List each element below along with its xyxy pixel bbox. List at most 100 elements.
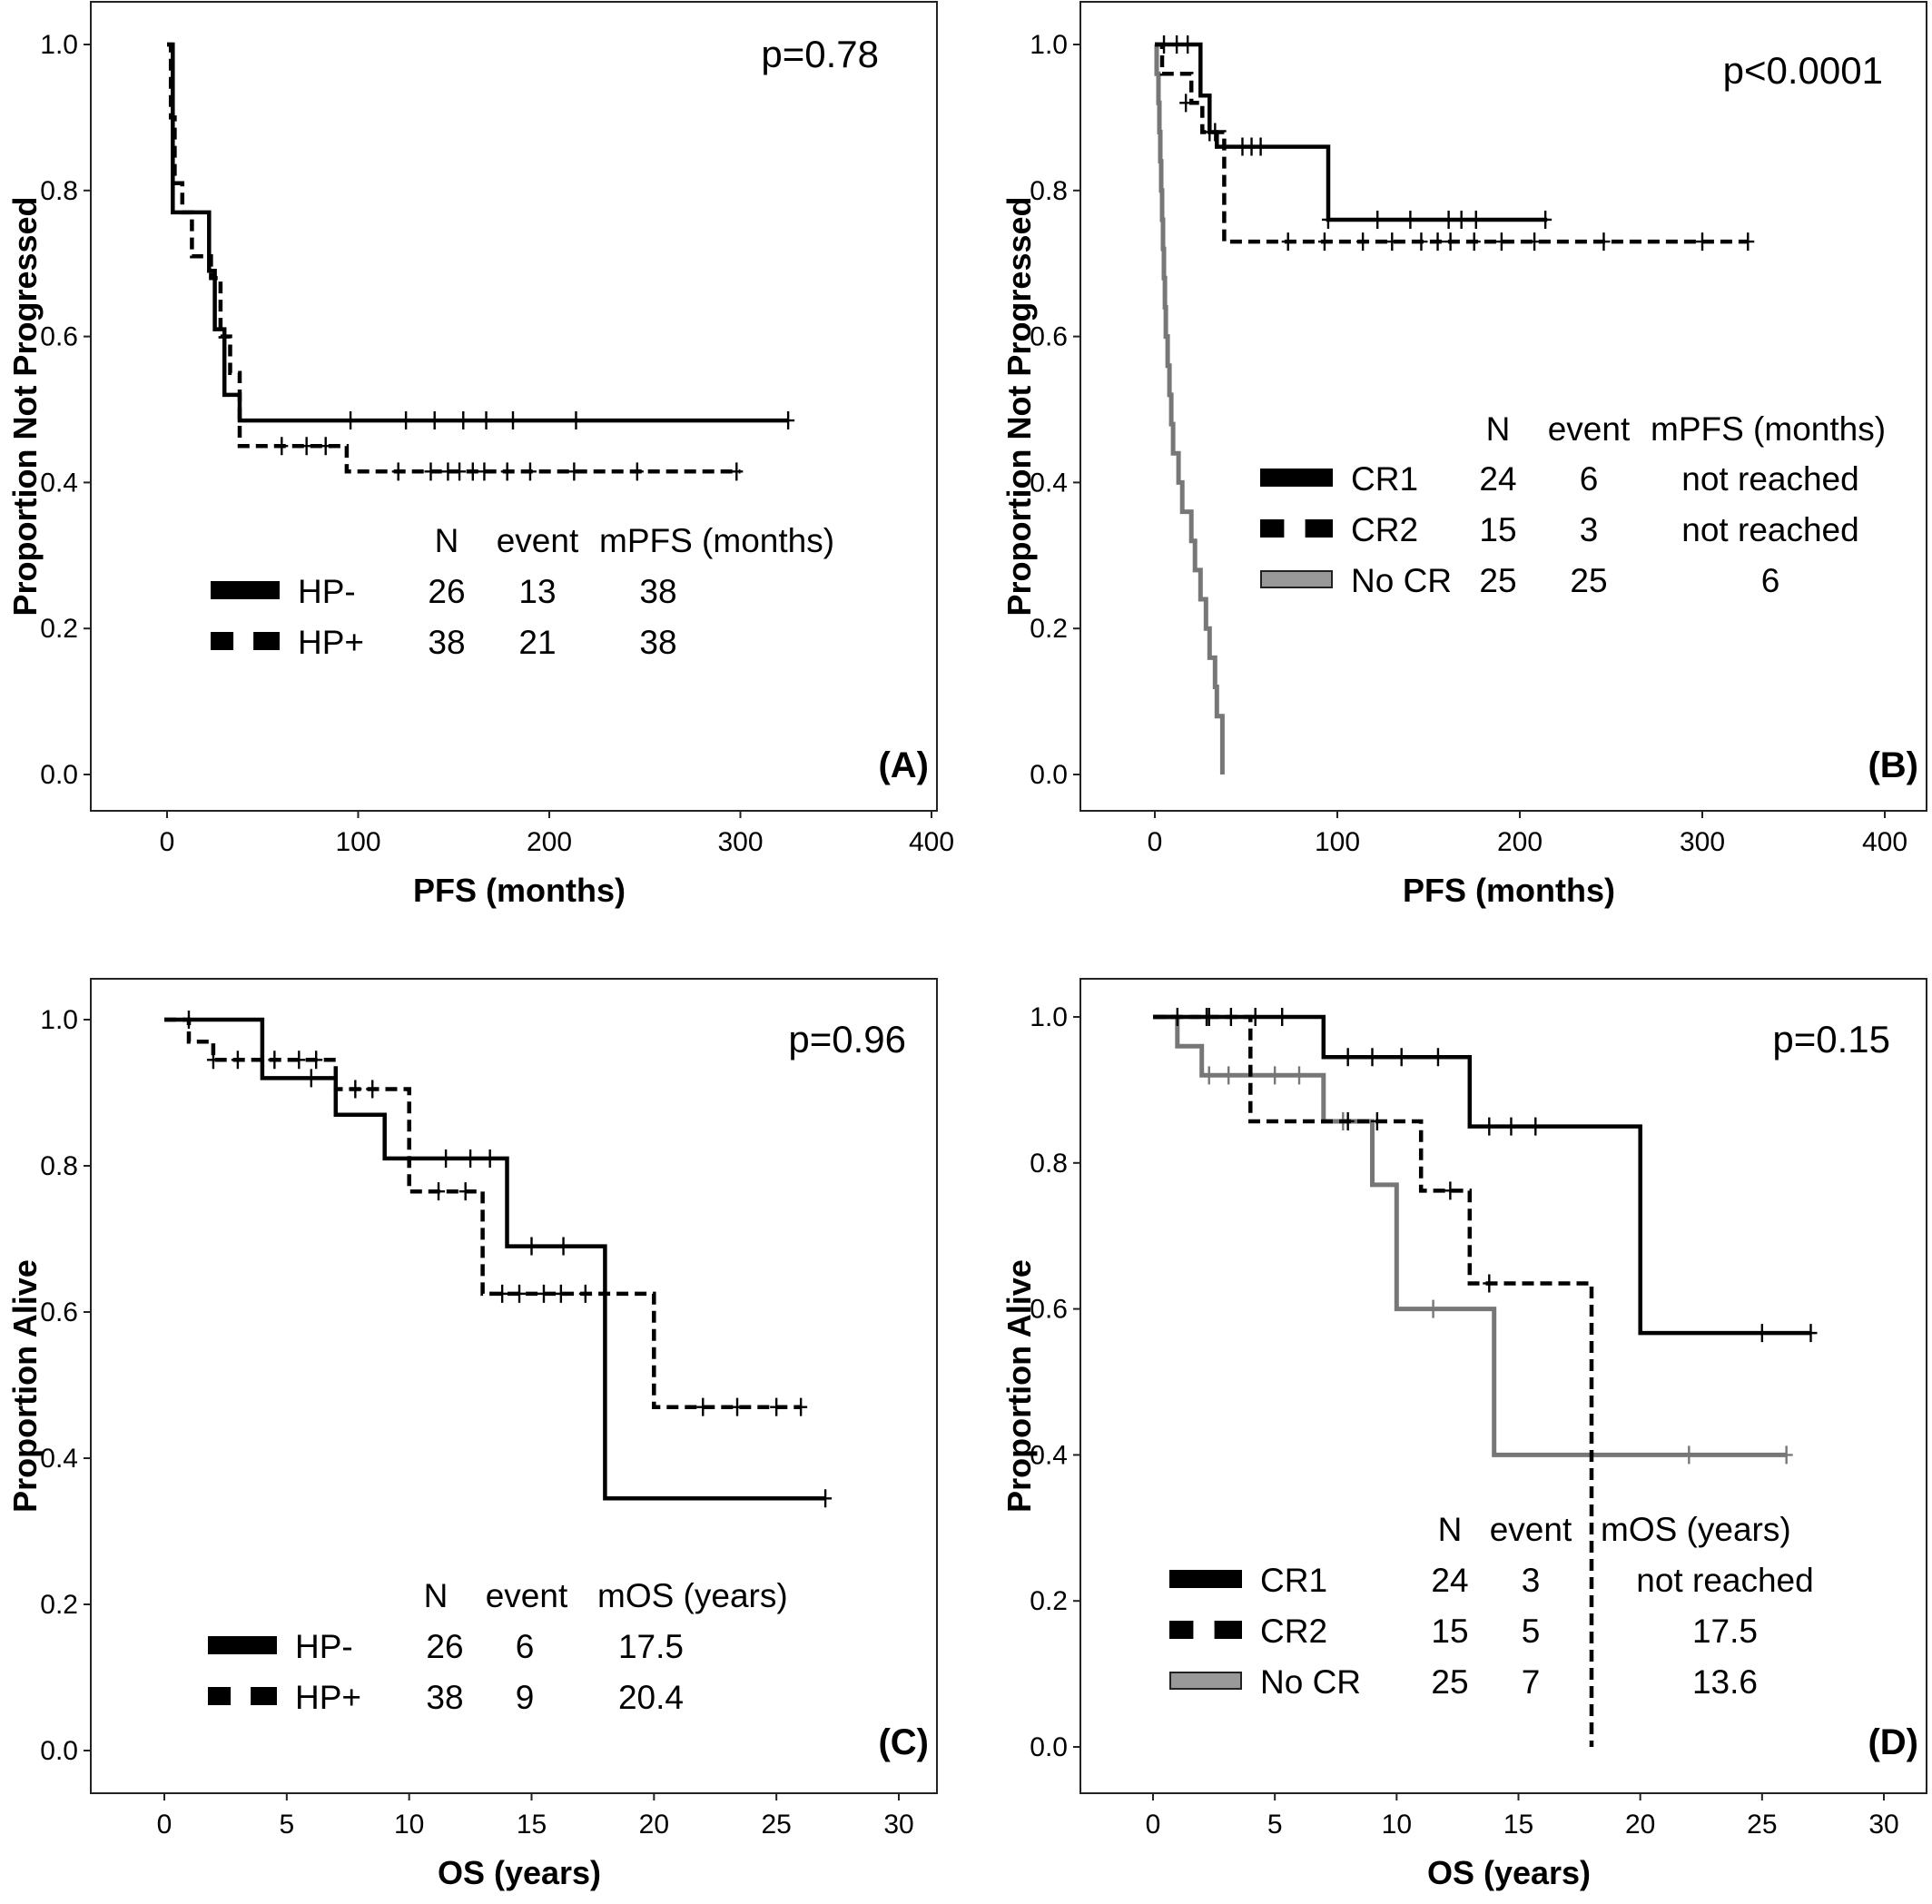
km-curve-hp- <box>167 42 741 474</box>
y-tick-label: 0.2 <box>1030 1586 1068 1616</box>
legend-header: N <box>424 1577 448 1614</box>
censor-mark <box>439 1149 453 1168</box>
censor-mark <box>1467 232 1481 252</box>
legend-swatch <box>1169 1621 1194 1639</box>
x-axis-label: PFS (months) <box>1403 872 1615 909</box>
legend-header: N <box>1438 1511 1463 1548</box>
x-tick-label: 30 <box>883 1810 913 1840</box>
censor-mark <box>1365 1048 1379 1067</box>
censor-mark <box>1268 1066 1282 1085</box>
legend-n: 26 <box>426 1628 463 1665</box>
censor-mark <box>731 1397 744 1416</box>
x-tick-label: 25 <box>1747 1810 1777 1840</box>
censor-mark <box>275 437 289 456</box>
y-tick-label: 0.8 <box>1030 176 1068 206</box>
panel-2: 0.0 0.2 0.4 0.6 0.8 1.0 0 100 200 300 400 PFS (mont… <box>1000 1 1927 909</box>
censor-mark <box>479 411 493 430</box>
x-tick-label: 400 <box>1862 827 1907 857</box>
km-curve-no-cr <box>1154 42 1225 774</box>
legend-swatch <box>1260 570 1333 588</box>
censor-mark <box>1170 35 1184 54</box>
censor-mark <box>1469 210 1483 229</box>
censor-mark <box>453 462 467 481</box>
censor-mark <box>1494 232 1508 252</box>
censor-mark <box>1444 1181 1457 1200</box>
legend-header: N <box>1486 410 1511 448</box>
y-tick-label: 0.8 <box>40 1151 78 1181</box>
censor-mark <box>1341 1048 1355 1067</box>
y-tick-label: 1.0 <box>1030 1002 1068 1032</box>
x-tick-label: 100 <box>1315 827 1360 857</box>
km-curve-hp- <box>164 1017 826 1501</box>
censor-mark <box>231 1051 244 1070</box>
censor-mark <box>1276 1008 1289 1026</box>
legend-events: 6 <box>516 1628 535 1665</box>
legend-events: 7 <box>1522 1663 1541 1701</box>
y-tick-label: 0.4 <box>1030 468 1068 498</box>
censor-mark <box>1281 232 1295 252</box>
censor-mark <box>523 462 537 481</box>
x-tick-label: 25 <box>761 1810 791 1840</box>
legend-swatch <box>208 1687 232 1705</box>
y-tick-label: 0.4 <box>40 1444 78 1474</box>
legend-series-name: No CR <box>1351 562 1452 599</box>
censor-mark <box>1341 1111 1355 1130</box>
censor-mark <box>1444 232 1457 252</box>
legend-swatch <box>208 1636 277 1654</box>
censor-mark <box>292 1051 306 1070</box>
censor-mark <box>1395 1048 1408 1067</box>
censor-mark <box>399 411 413 430</box>
p-value: p=0.78 <box>761 33 879 75</box>
legend-swatch <box>1260 519 1285 538</box>
censor-mark <box>1454 210 1468 229</box>
y-axis-label: Proportion Not Progressed <box>1000 196 1038 616</box>
censor-mark <box>1696 232 1709 252</box>
x-axis-label: OS (years) <box>438 1854 601 1891</box>
censor-mark <box>537 1284 550 1303</box>
x-tick-label: 200 <box>527 827 572 857</box>
censor-mark <box>432 1182 446 1201</box>
x-tick-label: 5 <box>279 1810 294 1840</box>
km-curve-cr2 <box>1153 1014 1594 1747</box>
legend-n: 24 <box>1479 460 1516 498</box>
censor-mark <box>464 1149 478 1168</box>
legend-header: mPFS (months) <box>599 522 834 559</box>
legend-n: 26 <box>428 573 465 610</box>
legend-swatch <box>1169 1672 1242 1690</box>
censor-mark <box>1504 1117 1518 1136</box>
y-tick-label: 0.0 <box>40 1736 78 1766</box>
legend-series-name: HP- <box>295 1628 353 1665</box>
legend-swatch <box>1214 1621 1242 1639</box>
censor-mark <box>1804 1324 1818 1343</box>
censor-mark <box>819 1489 833 1508</box>
censor-mark <box>770 1397 784 1416</box>
legend-n: 25 <box>1479 562 1516 599</box>
censor-mark <box>496 1284 509 1303</box>
y-tick-label: 0.2 <box>1030 614 1068 644</box>
y-tick-label: 0.2 <box>40 1590 78 1620</box>
y-axis-label: Proportion Alive <box>1000 1259 1038 1513</box>
censor-mark <box>578 1284 592 1303</box>
y-tick-label: 0.6 <box>40 1297 78 1327</box>
censor-mark <box>1202 1066 1216 1085</box>
legend-swatch <box>1305 519 1333 538</box>
censor-mark <box>1254 137 1267 156</box>
panel-label: (B) <box>1868 745 1918 785</box>
legend-events: 6 <box>1580 460 1599 498</box>
legend-median: not reached <box>1681 460 1858 498</box>
censor-mark <box>1179 94 1193 113</box>
censor-mark <box>1414 232 1428 252</box>
y-tick-label: 0.0 <box>1030 760 1068 790</box>
km-curve-cr2 <box>1155 42 1749 244</box>
censor-mark <box>457 411 470 430</box>
x-tick-label: 10 <box>1382 1810 1412 1840</box>
legend-n: 15 <box>1431 1613 1468 1650</box>
censor-mark <box>483 1149 497 1168</box>
x-tick-label: 0 <box>160 827 175 857</box>
y-tick-label: 0.0 <box>40 760 78 790</box>
panel-3: 0.0 0.2 0.4 0.6 0.8 1.0 0 5 10 15 20 25 30 OS (years)… <box>6 978 938 1891</box>
censor-mark <box>1528 232 1542 252</box>
legend-header: event <box>1490 1511 1572 1548</box>
legend-header: mOS (years) <box>597 1577 788 1614</box>
